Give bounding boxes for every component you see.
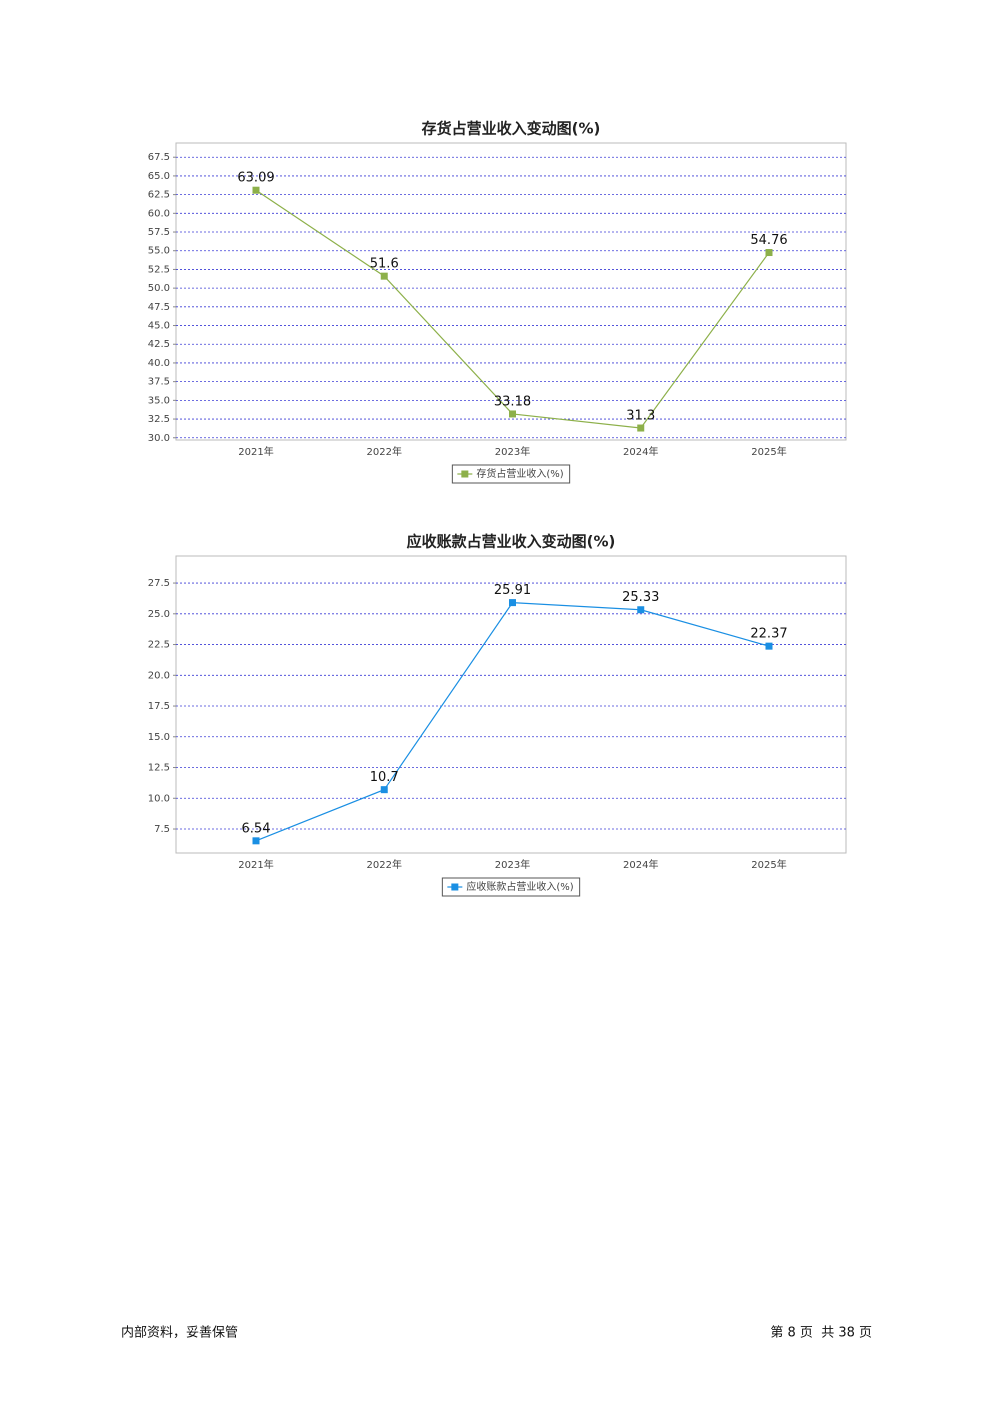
- y-tick-label: 65.0: [148, 171, 170, 182]
- y-tick-label: 12.5: [148, 763, 170, 774]
- data-label: 54.76: [750, 233, 787, 248]
- x-tick-label: 2023年: [495, 858, 530, 871]
- x-tick-label: 2021年: [238, 858, 273, 871]
- data-label: 33.18: [494, 394, 531, 409]
- y-tick-label: 10.0: [148, 793, 170, 804]
- y-tick-label: 30.0: [148, 433, 170, 444]
- x-tick-label: 2024年: [623, 445, 658, 458]
- point: [380, 786, 388, 794]
- y-tick-label: 52.5: [148, 264, 170, 275]
- legend: [441, 877, 581, 897]
- data-label: 51.6: [370, 257, 399, 272]
- point: [509, 599, 516, 607]
- y-tick-label: 42.5: [148, 339, 170, 350]
- y-tick-label: 67.5: [148, 152, 170, 163]
- data-label: 22.37: [750, 627, 787, 642]
- x-tick-label: 2025年: [751, 445, 786, 458]
- legend-marker: [451, 883, 459, 891]
- chart: 存货占营业收入变动图(%) 30.0 32.5 35.0 37.5 40.0 42.5 45.…: [148, 120, 847, 484]
- point: [765, 642, 773, 650]
- y-tick-label: 50.0: [148, 283, 170, 294]
- chart-title: 存货占营业收入变动图(%): [422, 120, 601, 138]
- y-tick-label: 35.0: [148, 395, 170, 406]
- point: [252, 837, 260, 845]
- y-tick-label: 45.0: [148, 321, 170, 332]
- x-tick-label: 2025年: [751, 858, 786, 871]
- y-tick-label: 7.5: [154, 824, 170, 835]
- x-tick-label: 2022年: [367, 445, 402, 458]
- point: [637, 424, 645, 432]
- legend-marker: [461, 470, 469, 478]
- y-tick-label: 40.0: [148, 358, 170, 369]
- y-tick-label: 60.0: [148, 208, 170, 219]
- data-label: 10.7: [370, 770, 399, 785]
- y-tick-label: 55.0: [148, 246, 170, 257]
- legend-label: 存货占营业收入(%): [476, 467, 563, 480]
- y-tick-label: 62.5: [148, 190, 170, 201]
- chart-title: 应收账款占营业收入变动图(%): [407, 533, 616, 551]
- point: [637, 606, 645, 614]
- y-tick-label: 37.5: [148, 377, 170, 388]
- footer-left: 内部资料，妥善保管: [121, 1325, 238, 1341]
- point: [252, 186, 260, 194]
- x-tick-label: 2024年: [623, 858, 658, 871]
- data-label: 25.91: [494, 583, 531, 598]
- point: [380, 272, 388, 280]
- y-tick-label: 15.0: [148, 732, 170, 743]
- y-tick-label: 25.0: [148, 609, 170, 620]
- legend-label: 应收账款占营业收入(%): [466, 880, 573, 893]
- legend: [451, 464, 571, 484]
- x-tick-label: 2022年: [367, 858, 402, 871]
- point: [509, 410, 516, 418]
- x-tick-label: 2021年: [238, 445, 273, 458]
- chart: 应收账款占营业收入变动图(%) 7.5 10.0 12.5 15.0 17.5 20.0 22…: [148, 533, 847, 897]
- data-label: 63.09: [237, 171, 274, 186]
- y-tick-label: 17.5: [148, 701, 170, 712]
- y-tick-label: 27.5: [148, 578, 170, 589]
- y-tick-label: 47.5: [148, 302, 170, 313]
- y-tick-label: 20.0: [148, 670, 170, 681]
- x-tick-label: 2023年: [495, 445, 530, 458]
- point: [765, 249, 773, 257]
- data-label: 25.33: [622, 590, 659, 605]
- y-tick-label: 57.5: [148, 227, 170, 238]
- data-label: 31.3: [626, 409, 655, 424]
- plot-area: [175, 142, 847, 441]
- y-tick-label: 32.5: [148, 414, 170, 425]
- y-tick-label: 22.5: [148, 640, 170, 651]
- footer-right: 第 8 页 共 38 页: [770, 1326, 872, 1341]
- data-label: 6.54: [242, 821, 271, 836]
